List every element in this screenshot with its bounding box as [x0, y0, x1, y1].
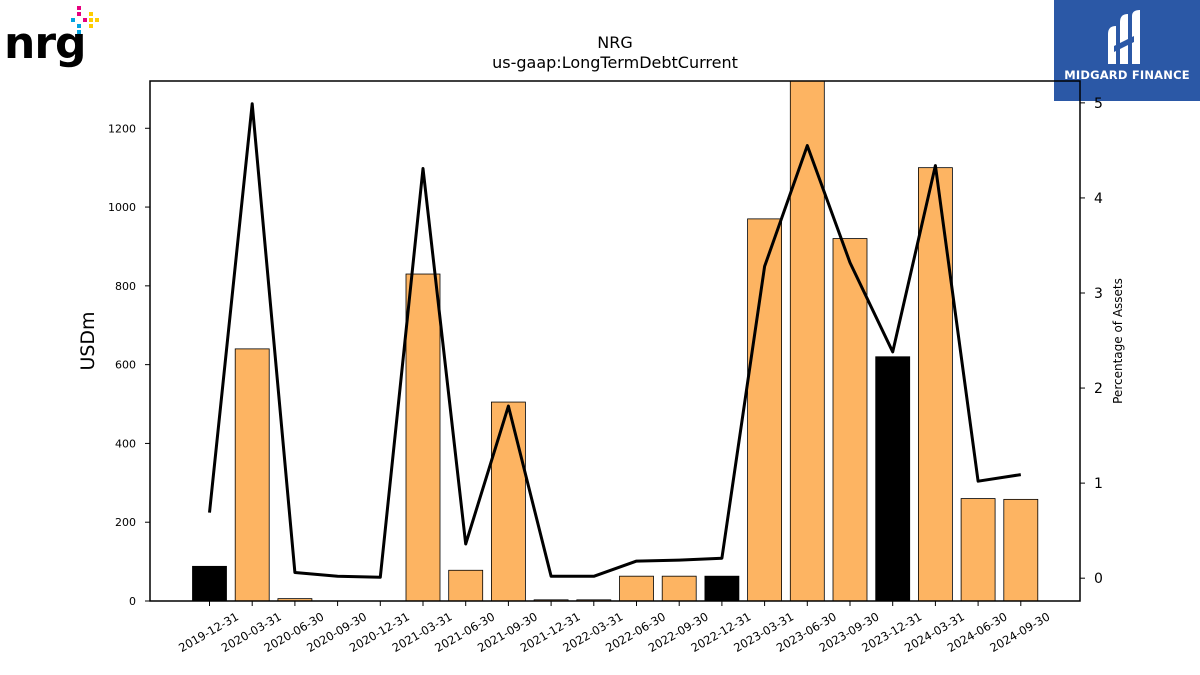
- bar-2023-06-30: [789, 80, 825, 602]
- bar-2024-06-30: [960, 498, 996, 602]
- y-axis-label: USDm: [77, 311, 99, 370]
- bar-2023-09-30: [832, 238, 868, 602]
- bar-2023-03-31: [747, 218, 782, 602]
- bar-2022-09-30: [661, 575, 697, 602]
- nrg-plus-mark-icon: [71, 6, 99, 34]
- y-tick-label-600: 600: [115, 359, 136, 372]
- y-tick-label-800: 800: [115, 280, 136, 293]
- y2-tick-label-4: 4: [1094, 191, 1103, 207]
- midgard-finance-logo: MIDGARD FINANCE: [1054, 0, 1200, 101]
- chart-title: NRG: [597, 33, 632, 52]
- nrg-logo: nrg ®: [4, 4, 104, 74]
- chart-subtitle: us-gaap:LongTermDebtCurrent: [492, 53, 738, 72]
- bar-2023-12-31: [875, 356, 911, 602]
- y-tick-label-0: 0: [129, 595, 136, 608]
- nrg-logo-text: nrg: [4, 18, 87, 69]
- bar-2024-03-31: [918, 167, 953, 602]
- y2-tick-label-0: 0: [1094, 571, 1103, 587]
- y-tick-label-1000: 1000: [108, 201, 136, 214]
- y2-tick-label-5: 5: [1094, 96, 1103, 112]
- bar-2020-03-31: [234, 348, 270, 602]
- midgard-emblem-icon: [1108, 10, 1140, 64]
- bar-2021-06-30: [448, 569, 484, 602]
- bar-2019-12-31: [192, 565, 227, 602]
- bar-2022-06-30: [619, 575, 654, 602]
- bar-2021-03-31: [405, 273, 441, 602]
- y-tick-label-400: 400: [115, 437, 136, 450]
- y2-tick-label-2: 2: [1094, 381, 1103, 397]
- midgard-finance-wordmark: MIDGARD FINANCE: [1064, 68, 1190, 82]
- y2-tick-label-1: 1: [1094, 476, 1103, 492]
- bar-2022-12-31: [704, 575, 740, 602]
- bar-2021-09-30: [490, 401, 526, 602]
- nrg-registered-mark: ®: [74, 54, 80, 61]
- bar-2024-09-30: [1003, 498, 1039, 602]
- y-tick-label-200: 200: [115, 516, 136, 529]
- plot-frame: [149, 80, 1081, 602]
- y2-tick-label-3: 3: [1094, 286, 1103, 302]
- percentage-of-assets-line: [208, 102, 1022, 579]
- y-tick-label-1200: 1200: [108, 122, 136, 135]
- y2-axis-label: Percentage of Assets: [1111, 278, 1125, 404]
